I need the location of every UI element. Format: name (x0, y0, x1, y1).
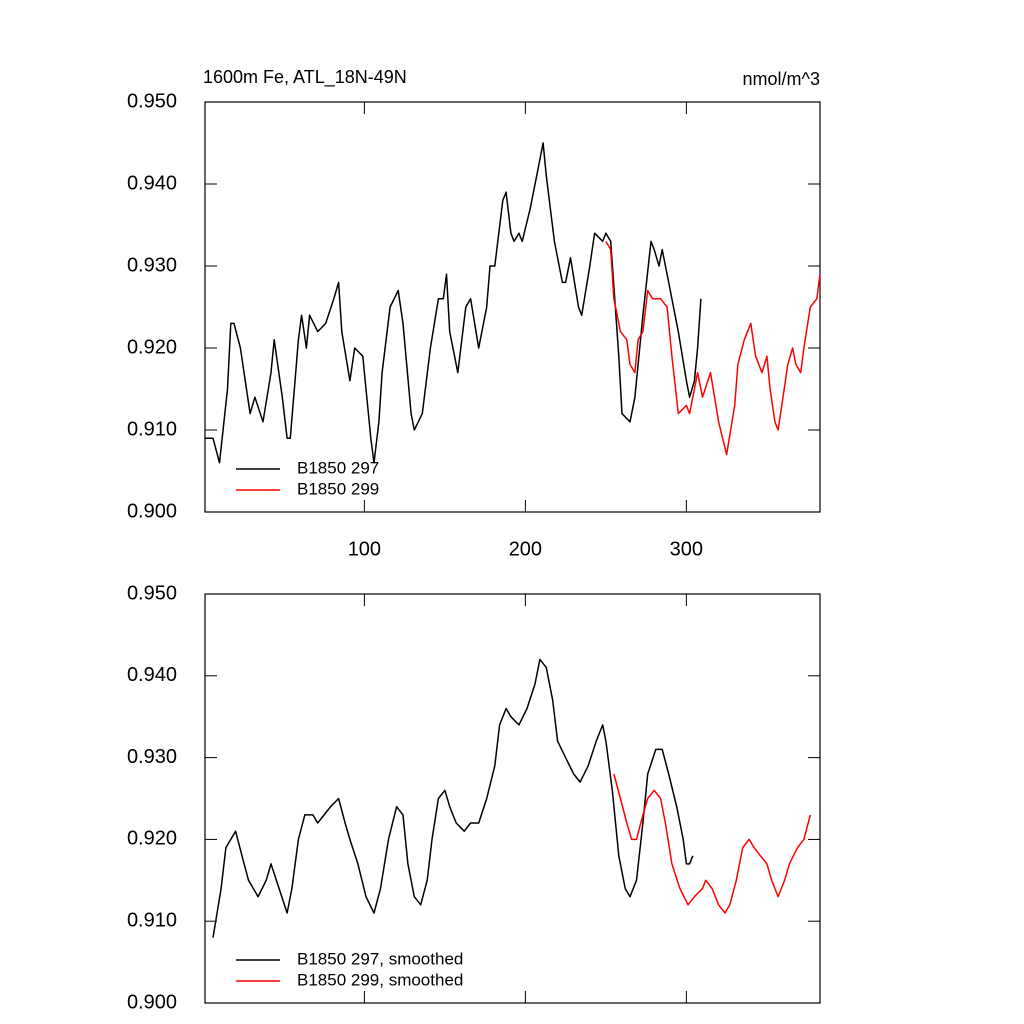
series-line (613, 773, 812, 914)
y-tick-label: 0.930 (127, 254, 177, 276)
series-line (205, 142, 702, 464)
x-tick-label: 300 (670, 538, 703, 560)
series-line (605, 241, 821, 456)
x-tick-label: 200 (509, 538, 542, 560)
y-tick-label: 0.950 (127, 90, 177, 112)
series-line (212, 658, 694, 938)
chart-title: 1600m Fe, ATL_18N-49N (203, 67, 407, 88)
units-label: nmol/m^3 (743, 69, 820, 89)
plot-frame (204, 101, 821, 513)
y-tick-label: 0.910 (127, 418, 177, 440)
legend-label: B1850 299, smoothed (297, 970, 463, 989)
y-tick-label: 0.900 (127, 500, 177, 522)
y-tick-label: 0.950 (127, 582, 177, 604)
y-tick-label: 0.900 (127, 991, 177, 1013)
y-tick-label: 0.920 (127, 828, 177, 850)
y-tick-label: 0.920 (127, 336, 177, 358)
y-tick-label: 0.940 (127, 664, 177, 686)
y-tick-label: 0.910 (127, 909, 177, 931)
plot-frame (204, 593, 821, 1004)
legend-label: B1850 297, smoothed (297, 949, 463, 968)
y-tick-label: 0.930 (127, 746, 177, 768)
legend-label: B1850 299 (297, 479, 379, 498)
x-tick-label: 100 (348, 538, 381, 560)
legend-label: B1850 297 (297, 458, 379, 477)
y-tick-label: 0.940 (127, 172, 177, 194)
